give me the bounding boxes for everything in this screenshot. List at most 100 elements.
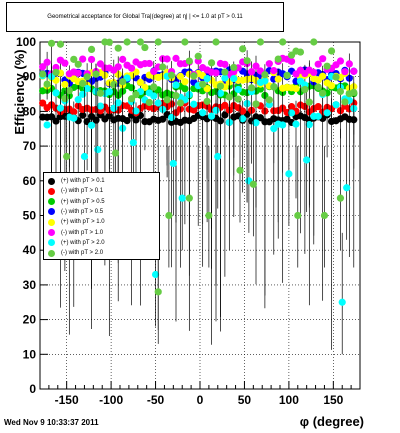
x-tick-label: 50 — [238, 393, 252, 407]
data-point — [56, 104, 65, 112]
data-point — [285, 170, 293, 178]
y-tick-label: 100 — [16, 35, 36, 49]
data-point — [320, 211, 329, 220]
data-point — [79, 55, 87, 63]
data-point — [256, 85, 265, 93]
legend-marker — [48, 239, 55, 247]
data-point — [319, 72, 327, 80]
timestamp-footer: Wed Nov 9 10:33:37 2011 — [4, 418, 99, 427]
data-point — [127, 84, 136, 92]
data-point — [261, 77, 269, 85]
data-point — [163, 55, 171, 63]
legend-label: (+) with pT > 1.0 — [61, 219, 105, 226]
data-point — [83, 73, 91, 81]
data-point — [247, 68, 256, 76]
data-point — [247, 84, 256, 92]
legend-entry: (-) with pT > 2.0 — [48, 248, 103, 258]
legend-entry: (-) with pT > 0.1 — [48, 186, 103, 196]
data-point — [129, 139, 137, 147]
legend-label: (-) with pT > 0.5 — [61, 208, 104, 215]
data-point — [203, 97, 211, 105]
data-point — [234, 95, 242, 103]
x-axis-label: φ (degree) — [299, 414, 364, 429]
data-point — [287, 103, 296, 111]
data-point — [172, 81, 180, 89]
data-point — [239, 107, 247, 115]
data-point — [338, 298, 346, 306]
data-point — [221, 74, 229, 82]
data-point — [159, 115, 167, 123]
data-point — [43, 80, 51, 88]
data-point — [61, 95, 69, 103]
data-point — [216, 82, 225, 90]
data-point — [47, 39, 56, 47]
data-point — [43, 58, 51, 66]
data-point — [70, 114, 78, 122]
data-point — [207, 59, 216, 67]
legend-entry: (+) with pT > 2.0 — [48, 238, 105, 248]
data-point — [172, 54, 180, 62]
data-point — [87, 45, 96, 54]
x-tick-label: 100 — [279, 393, 299, 407]
legend-marker — [48, 208, 55, 216]
data-point — [132, 107, 140, 115]
data-point — [181, 85, 189, 93]
data-point — [190, 106, 198, 114]
legend-label: (+) with pT > 0.1 — [61, 178, 105, 184]
data-point — [274, 75, 282, 83]
data-point — [212, 69, 220, 77]
data-point — [176, 99, 185, 107]
data-point — [92, 70, 100, 78]
data-point — [301, 85, 309, 94]
data-point — [239, 115, 247, 123]
data-point — [287, 109, 296, 117]
data-point — [265, 96, 273, 104]
data-point — [65, 86, 73, 95]
chart-title: Geometrical acceptance for Global Tra|(d… — [6, 2, 284, 32]
data-point — [270, 83, 278, 91]
data-point — [341, 98, 349, 106]
data-point — [252, 100, 260, 108]
data-point — [154, 38, 162, 46]
data-point — [319, 89, 327, 97]
data-point — [252, 62, 260, 70]
data-point — [185, 57, 193, 65]
x-tick-label: 0 — [197, 393, 204, 407]
data-point — [336, 87, 345, 96]
data-point — [70, 55, 78, 63]
data-point — [132, 90, 140, 99]
data-point — [261, 71, 269, 79]
data-point — [61, 59, 69, 67]
data-point — [43, 121, 51, 129]
y-tick-label: 0 — [29, 382, 36, 396]
data-point — [199, 109, 207, 117]
data-point — [234, 85, 242, 94]
data-point — [214, 152, 222, 161]
x-tick-label: -100 — [99, 393, 123, 407]
data-point — [119, 55, 127, 63]
data-point — [323, 109, 331, 117]
legend-label: (-) with pT > 1.0 — [61, 229, 104, 236]
data-point — [185, 194, 193, 202]
data-point — [203, 75, 211, 83]
data-point — [296, 48, 305, 56]
data-point — [74, 69, 82, 77]
data-point — [136, 38, 145, 46]
data-point — [83, 84, 91, 93]
x-tick-label: -50 — [147, 393, 165, 407]
data-point — [127, 64, 136, 72]
y-tick-label: 80 — [23, 104, 37, 118]
data-point — [327, 47, 336, 55]
data-point — [80, 152, 89, 161]
data-point — [123, 102, 131, 110]
data-point — [203, 85, 211, 93]
data-point — [39, 63, 47, 71]
data-point — [114, 44, 122, 52]
data-point — [141, 43, 149, 52]
data-point — [178, 194, 186, 202]
data-point — [145, 98, 153, 107]
data-point — [52, 89, 60, 97]
data-point — [314, 60, 322, 68]
data-point — [105, 38, 113, 46]
data-point — [265, 60, 273, 68]
